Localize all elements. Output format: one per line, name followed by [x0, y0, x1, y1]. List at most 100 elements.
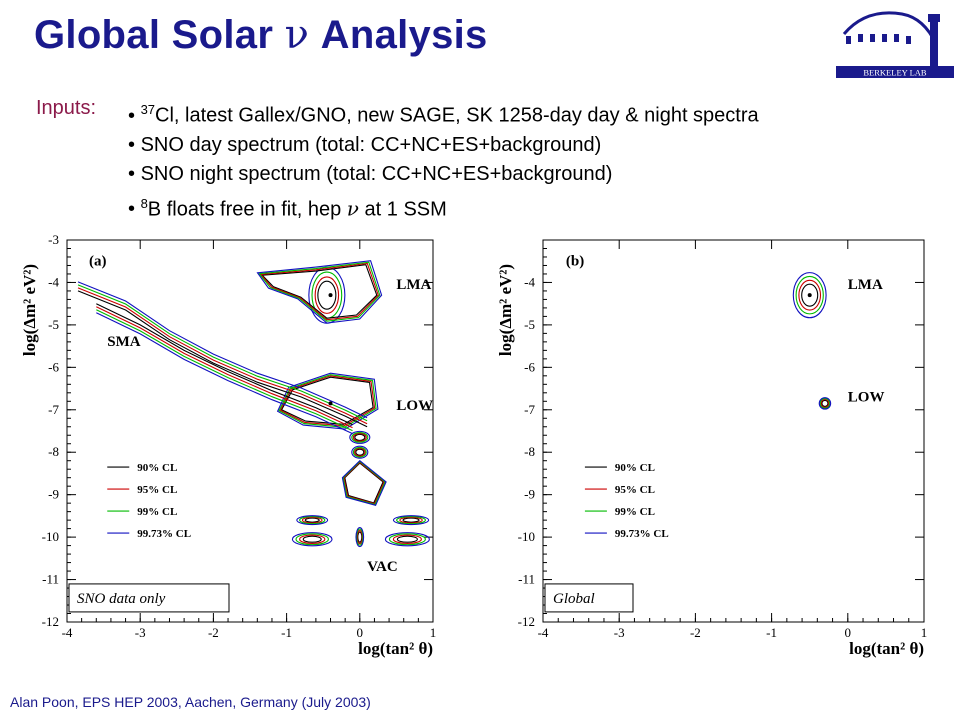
contour-1 — [304, 517, 320, 523]
contour-3 — [299, 515, 326, 525]
region-label-sma: SMA — [107, 334, 141, 350]
contour-1 — [402, 517, 420, 523]
plot-frame — [66, 239, 434, 623]
page-title: Global Solar ν Analysis — [34, 12, 488, 58]
contour-4 — [291, 532, 333, 547]
y-tick-label: -10 — [518, 529, 535, 544]
contour-2 — [299, 534, 326, 544]
contour-4 — [256, 260, 383, 324]
x-tick-label: -4 — [62, 625, 73, 640]
legend-entry: 95% CL — [615, 484, 655, 496]
footer-citation: Alan Poon, EPS HEP 2003, Aachen, Germany… — [10, 694, 371, 710]
contour-1 — [77, 290, 368, 428]
contour-2 — [399, 516, 423, 524]
input-item: 37Cl, latest Gallex/GNO, new SAGE, SK 12… — [128, 95, 759, 131]
x-axis-label: log(tan² θ) — [358, 639, 433, 658]
x-tick-label: -4 — [538, 625, 549, 640]
contour-1 — [354, 433, 366, 441]
y-tick-label: -11 — [42, 572, 59, 587]
y-tick-label: -7 — [48, 402, 59, 417]
y-tick-label: -5 — [48, 317, 59, 332]
panel-label: (a) — [89, 253, 107, 269]
contour-1 — [317, 280, 337, 310]
contour-3 — [258, 261, 381, 322]
y-tick-label: -8 — [48, 444, 59, 459]
contour-3 — [356, 528, 364, 546]
x-tick-label: -3 — [135, 625, 146, 640]
plot-frame — [542, 239, 925, 623]
contour-2 — [798, 279, 822, 311]
y-tick-label: -12 — [42, 614, 59, 629]
x-tick-label: 0 — [845, 625, 852, 640]
contour-1 — [801, 283, 819, 307]
contour-2 — [356, 530, 363, 545]
contour-4 — [341, 459, 387, 506]
contour-1 — [355, 448, 365, 456]
contour-2 — [314, 276, 340, 314]
y-tick-label: -9 — [48, 487, 59, 502]
x-tick-label: -1 — [766, 625, 777, 640]
y-tick-label: -3 — [48, 232, 59, 247]
legend-entry: 99% CL — [137, 506, 177, 518]
contour-3 — [396, 515, 426, 525]
contour-1 — [396, 535, 418, 543]
contour-4 — [384, 532, 430, 547]
contour-4 — [96, 312, 353, 435]
contour-3 — [295, 533, 329, 546]
x-tick-label: -3 — [614, 625, 625, 640]
contour-2 — [96, 306, 353, 429]
contour-3 — [819, 398, 831, 409]
x-tick-label: 1 — [430, 625, 437, 640]
contour-3 — [96, 309, 353, 432]
region-label-lma: LMA — [396, 277, 431, 293]
contour-4 — [351, 445, 369, 459]
best-fit-point — [328, 293, 333, 298]
y-tick-label: -6 — [524, 359, 535, 374]
contour-3 — [351, 432, 369, 443]
region-label-lma: LMA — [848, 277, 883, 293]
contour-2 — [820, 398, 830, 408]
contour-3 — [352, 446, 367, 458]
contour-3 — [388, 533, 426, 546]
logo-text: BERKELEY LAB — [863, 68, 927, 78]
contour-4 — [276, 372, 379, 430]
annotation-text: SNO data only — [77, 591, 166, 607]
contour-1 — [344, 462, 384, 504]
contour-4 — [818, 397, 832, 410]
y-tick-label: -10 — [42, 529, 59, 544]
contour-1 — [96, 303, 353, 426]
contour-3 — [342, 460, 386, 506]
contour-2 — [77, 287, 368, 425]
y-tick-label: -6 — [48, 359, 59, 374]
annotation-box — [68, 583, 230, 613]
contour-plot-b: -4 -3 -2 -1 0 1-4-5-6-7-8-9-10-11-12log(tan² … — [496, 239, 928, 658]
contour-3 — [795, 275, 824, 315]
contour-4 — [355, 527, 365, 548]
contour-4 — [308, 266, 346, 324]
x-tick-label: -2 — [690, 625, 701, 640]
region-label-low: LOW — [396, 398, 433, 414]
x-tick-label: -1 — [281, 625, 292, 640]
contour-4 — [349, 430, 371, 444]
y-tick-label: -9 — [524, 487, 535, 502]
contour-2 — [352, 432, 367, 442]
y-tick-label: -8 — [524, 444, 535, 459]
berkeley-lab-logo: BERKELEY LAB — [836, 11, 954, 78]
contour-2 — [392, 534, 422, 544]
legend-entry: 99% CL — [615, 506, 655, 518]
y-tick-label: -12 — [518, 614, 535, 629]
inputs-label: Inputs: — [36, 97, 97, 119]
legend-entry: 90% CL — [137, 462, 177, 474]
input-item: SNO day spectrum (total: CC+NC+ES+backgr… — [128, 131, 759, 160]
x-tick-label: 1 — [921, 625, 928, 640]
y-tick-label: -4 — [524, 274, 535, 289]
title-nu-symbol: ν — [284, 12, 310, 58]
y-tick-label: -4 — [48, 274, 59, 289]
y-tick-label: -7 — [524, 402, 535, 417]
y-axis-label: log(Δm² eV²) — [20, 264, 39, 356]
legend-entry: 99.73% CL — [137, 528, 191, 540]
contour-3 — [77, 284, 368, 422]
y-tick-label: -11 — [518, 572, 535, 587]
legend-entry: 99.73% CL — [615, 528, 669, 540]
contour-1 — [821, 399, 829, 407]
